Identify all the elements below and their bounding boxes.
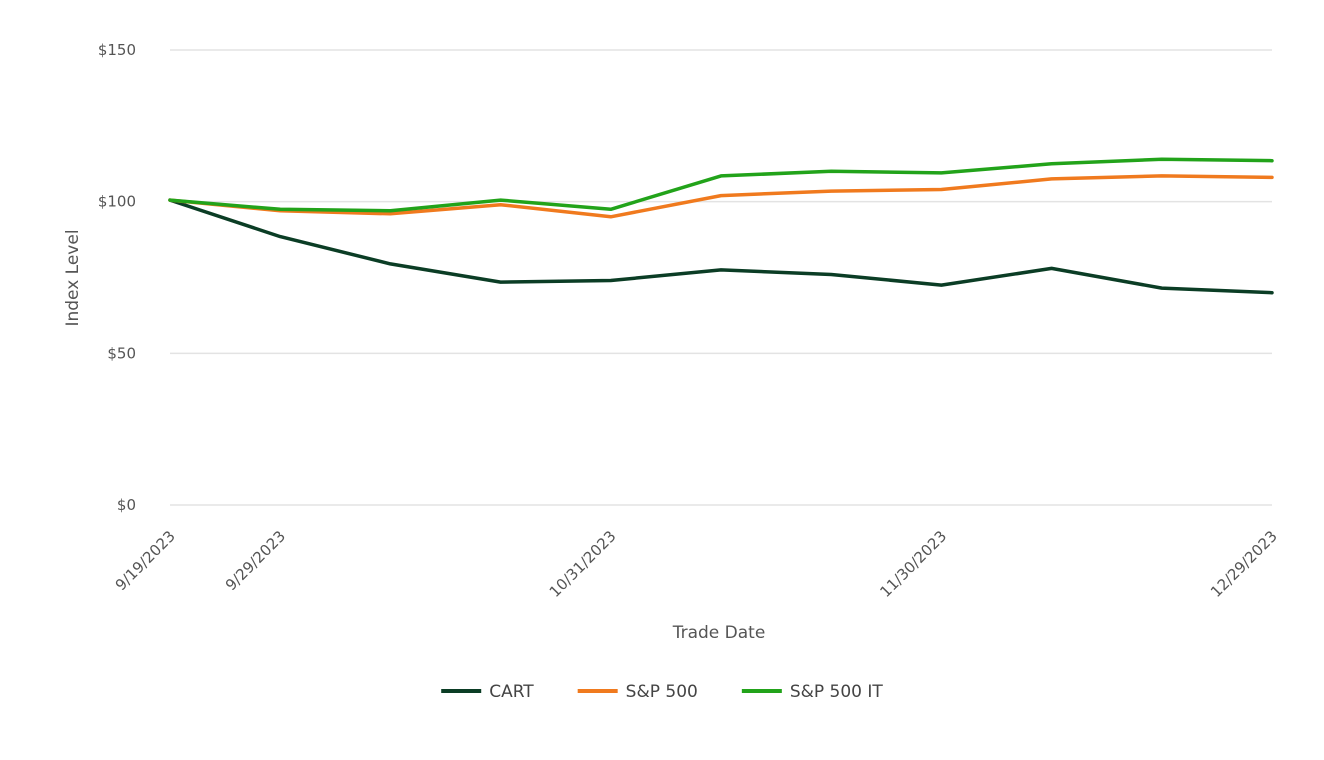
- legend-label: CART: [489, 682, 534, 702]
- y-tick-label: $100: [98, 193, 136, 211]
- legend-item-2[interactable]: S&P 500 IT: [741, 682, 884, 702]
- series-line-2: [168, 157, 1274, 213]
- series-line-1: [168, 174, 1274, 219]
- series-line-0: [168, 198, 1274, 295]
- legend-label: S&P 500: [626, 682, 698, 702]
- series-layer: [168, 157, 1274, 295]
- x-axis-title: Trade Date: [672, 623, 766, 643]
- legend: CART S&P 500 S&P 500 IT: [441, 682, 883, 702]
- x-axis-ticks: 9/19/2023 9/29/2023 10/31/2023 11/30/2023 12…: [112, 527, 1281, 601]
- y-axis-title: Index Level: [63, 229, 83, 326]
- x-tick-label: 9/19/2023: [112, 527, 179, 594]
- y-tick-label: $0: [117, 496, 136, 514]
- legend-label: S&P 500 IT: [790, 682, 884, 702]
- x-tick-label: 11/30/2023: [876, 527, 950, 601]
- grid-layer: [170, 49, 1272, 506]
- y-axis-ticks: $0 $50 $100 $150: [98, 41, 136, 514]
- y-tick-label: $50: [107, 344, 136, 362]
- x-tick-label: 9/29/2023: [222, 527, 289, 594]
- legend-item-0[interactable]: CART: [441, 682, 534, 702]
- x-tick-label: 12/29/2023: [1207, 527, 1281, 601]
- legend-item-1[interactable]: S&P 500: [577, 682, 698, 702]
- y-tick-label: $150: [98, 41, 136, 59]
- x-tick-label: 10/31/2023: [546, 527, 620, 601]
